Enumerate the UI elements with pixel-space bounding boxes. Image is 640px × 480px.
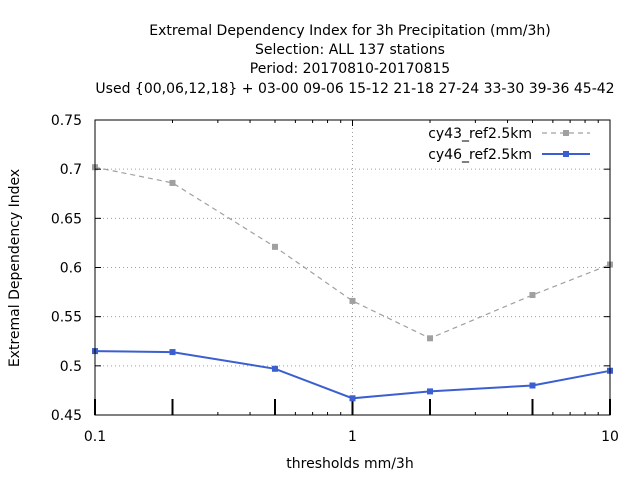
title-line-3: Period: 20170810-20170815 bbox=[250, 61, 450, 77]
x-tick-label: 0.1 bbox=[84, 429, 106, 445]
y-tick-label: 0.7 bbox=[60, 162, 82, 178]
series-group bbox=[92, 164, 613, 402]
x-tick-label: 10 bbox=[601, 429, 619, 445]
data-point bbox=[271, 365, 278, 372]
y-axis-label: Extremal Dependency Index bbox=[7, 169, 23, 367]
data-point bbox=[427, 388, 434, 395]
title-line-1: Extremal Dependency Index for 3h Precipi… bbox=[149, 23, 550, 39]
data-point bbox=[529, 382, 536, 389]
y-tick-label: 0.45 bbox=[51, 408, 82, 424]
y-tick-label: 0.75 bbox=[51, 113, 82, 129]
y-tick-label: 0.5 bbox=[60, 359, 82, 375]
data-point bbox=[271, 243, 278, 250]
title-line-2: Selection: ALL 137 stations bbox=[255, 42, 445, 58]
title-line-4: Used {00,06,12,18} + 03-00 09-06 15-12 2… bbox=[95, 81, 614, 97]
legend-label: cy46_ref2.5km bbox=[428, 147, 532, 163]
data-point bbox=[349, 395, 356, 402]
y-tick-label: 0.6 bbox=[60, 261, 82, 277]
data-point bbox=[349, 297, 356, 304]
series-line bbox=[94, 350, 611, 400]
grid bbox=[95, 120, 610, 415]
data-point bbox=[169, 349, 176, 356]
x-axis: 0.1 1 10 bbox=[84, 120, 619, 445]
legend-swatch-marker bbox=[563, 130, 569, 136]
y-axis: 0.45 0.5 0.55 0.6 0.65 0.7 0.75 bbox=[51, 113, 610, 424]
y-tick-label: 0.55 bbox=[51, 310, 82, 326]
legend-label: cy43_ref2.5km bbox=[428, 126, 532, 142]
x-tick-label: 1 bbox=[348, 429, 357, 445]
legend-swatch-marker bbox=[563, 151, 569, 157]
x-axis-label: thresholds mm/3h bbox=[286, 456, 413, 472]
legend: cy43_ref2.5km cy46_ref2.5km bbox=[428, 126, 590, 163]
data-point bbox=[529, 292, 536, 299]
y-tick-label: 0.65 bbox=[51, 211, 82, 227]
data-point bbox=[169, 179, 176, 186]
chart-title: Extremal Dependency Index for 3h Precipi… bbox=[95, 23, 614, 97]
data-point bbox=[427, 335, 434, 342]
